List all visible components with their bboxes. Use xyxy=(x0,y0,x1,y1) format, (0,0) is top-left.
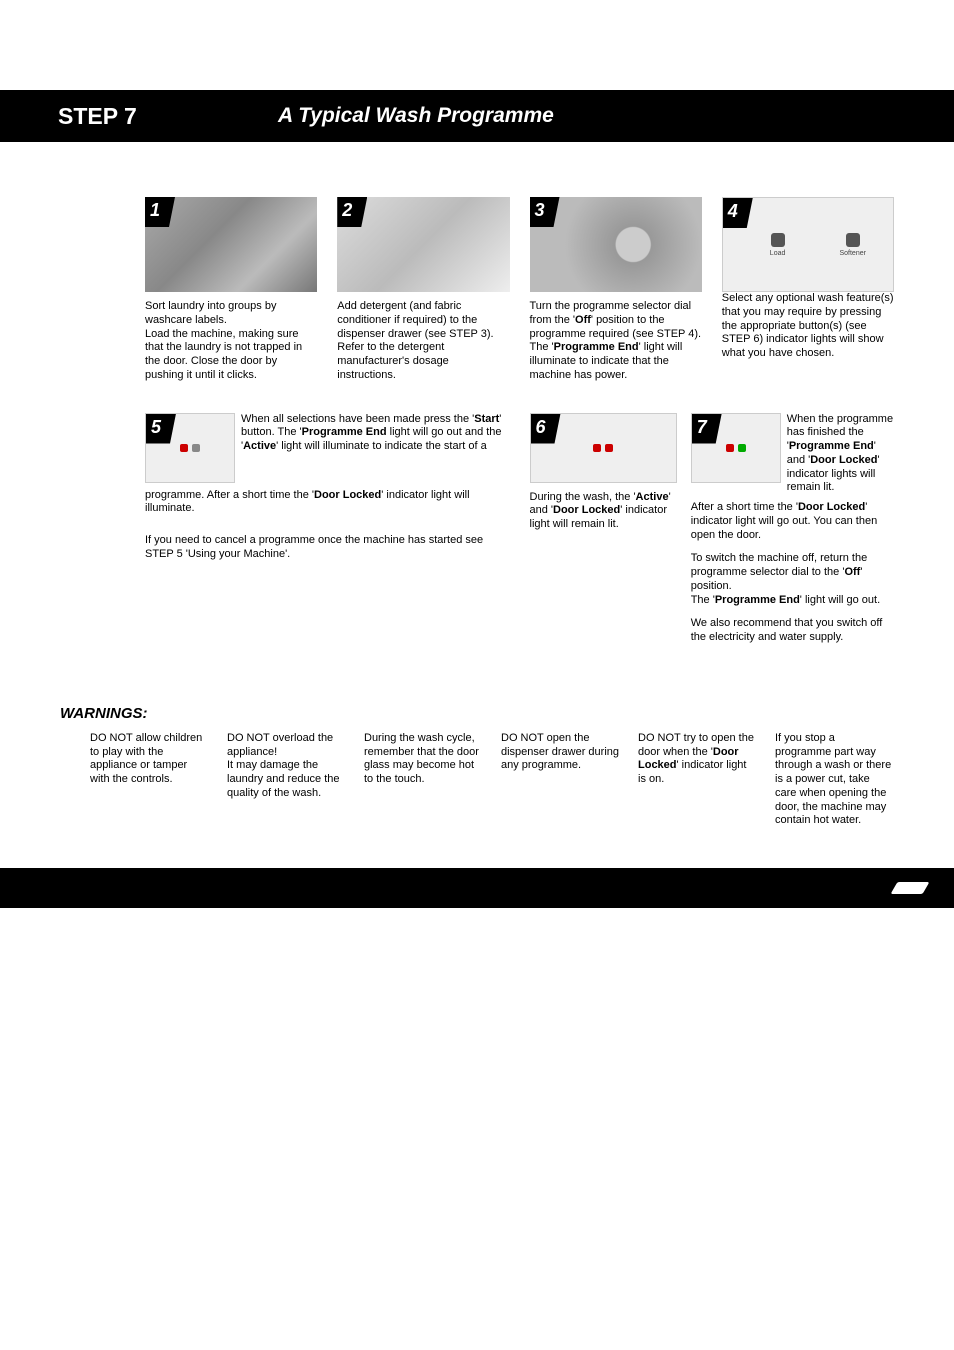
header-band: STEP 7 A Typical Wash Programme xyxy=(0,90,954,142)
content-area: 1 Sort laundry into groups by washcare l… xyxy=(0,142,954,675)
warning-4: DO NOT open the dispenser drawer during … xyxy=(501,732,620,828)
step-5-below-text: programme. After a short time the 'Door … xyxy=(145,489,510,517)
warning-1: DO NOT allow children to play with the a… xyxy=(90,732,209,828)
step-7-p2: To switch the machine off, return the pr… xyxy=(691,552,894,607)
step-6: 6 During the wash, the 'Active' and 'Doo… xyxy=(530,413,677,645)
warnings-title: WARNINGS: xyxy=(60,705,894,722)
step-7: 7 When the programme has finished the 'P… xyxy=(691,413,894,645)
step-5-note: If you need to cancel a programme once t… xyxy=(145,534,510,562)
step-number-badge: 3 xyxy=(530,197,560,227)
warning-5: DO NOT try to open the door when the 'Do… xyxy=(638,732,757,828)
step-1-text: Sort laundry into groups by washcare lab… xyxy=(145,300,317,383)
step-number-badge: 5 xyxy=(146,414,176,444)
warnings-row: DO NOT allow children to play with the a… xyxy=(60,732,894,828)
footer-band xyxy=(0,868,954,908)
step-3-text: Turn the programme selector dial from th… xyxy=(530,300,702,383)
step-4-text: Select any optional wash feature(s) that… xyxy=(722,292,894,361)
step-6-image: 6 xyxy=(530,413,677,483)
step-3-image: 3 xyxy=(530,197,702,292)
step-2-image: 2 xyxy=(337,197,509,292)
warning-3: During the wash cycle, remember that the… xyxy=(364,732,483,828)
step-number-badge: 1 xyxy=(145,197,175,227)
steps-6-7-group: 6 During the wash, the 'Active' and 'Doo… xyxy=(530,413,895,645)
step-number-badge: 4 xyxy=(723,198,753,228)
step-2: 2 Add detergent (and fabric conditioner … xyxy=(337,197,509,383)
step-number-badge: 7 xyxy=(692,414,722,444)
step-3: 3 Turn the programme selector dial from … xyxy=(530,197,702,383)
panel-button-icon xyxy=(771,233,785,247)
step-1: 1 Sort laundry into groups by washcare l… xyxy=(145,197,317,383)
led-icon xyxy=(726,444,734,452)
step-6-text: During the wash, the 'Active' and 'Door … xyxy=(530,491,677,532)
step-7-p1: After a short time the 'Door Locked' ind… xyxy=(691,501,894,542)
warning-2: DO NOT overload the appliance! It may da… xyxy=(227,732,346,828)
warning-6: If you stop a programme part way through… xyxy=(775,732,894,828)
step-5-image: 5 xyxy=(145,413,235,483)
step-5-side-text: When all selections have been made press… xyxy=(241,413,510,483)
step-4: 4 Load Softener Select any optional wash… xyxy=(722,197,894,383)
panel-button-icon xyxy=(846,233,860,247)
steps-row-2: 5 When all selections have been made pre… xyxy=(145,413,894,645)
step-5: 5 When all selections have been made pre… xyxy=(145,413,510,645)
step-4-image: 4 Load Softener xyxy=(722,197,894,292)
step-number-badge: 6 xyxy=(531,414,561,444)
led-icon xyxy=(192,444,200,452)
step-7-side-text: When the programme has finished the 'Pro… xyxy=(787,413,894,496)
led-icon xyxy=(593,444,601,452)
step-label: STEP 7 xyxy=(58,103,278,130)
step-7-image: 7 xyxy=(691,413,781,483)
step-number-badge: 2 xyxy=(337,197,367,227)
panel-label: Softener xyxy=(839,250,865,257)
led-icon xyxy=(605,444,613,452)
warnings-section: WARNINGS: DO NOT allow children to play … xyxy=(0,675,954,848)
led-icon xyxy=(738,444,746,452)
step-2-text: Add detergent (and fabric conditioner if… xyxy=(337,300,509,383)
led-icon xyxy=(180,444,188,452)
step-1-image: 1 xyxy=(145,197,317,292)
steps-row-1: 1 Sort laundry into groups by washcare l… xyxy=(145,197,894,383)
page-title: A Typical Wash Programme xyxy=(278,104,554,128)
step-7-p3: We also recommend that you switch off th… xyxy=(691,617,894,645)
panel-label: Load xyxy=(770,250,786,257)
